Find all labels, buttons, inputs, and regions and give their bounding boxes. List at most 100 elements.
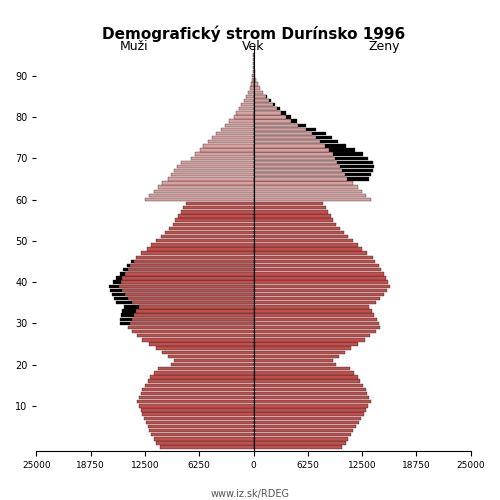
Bar [254,346,351,350]
Bar [160,235,254,238]
Bar [254,239,352,242]
Bar [254,248,362,250]
Bar [174,169,254,172]
Bar [254,186,358,189]
Bar [254,194,366,197]
Bar [110,288,254,292]
Bar [254,94,267,98]
Bar [254,408,366,412]
Bar [254,318,377,321]
Bar [220,128,254,131]
Bar [254,152,332,156]
Bar [162,182,254,184]
Bar [186,202,254,205]
Bar [254,301,376,304]
Bar [151,433,254,436]
Bar [160,446,254,449]
Bar [254,420,358,424]
Bar [173,222,254,226]
Bar [254,288,388,292]
Bar [125,293,254,296]
Bar [254,116,291,118]
Bar [254,177,348,180]
Bar [254,354,338,358]
Bar [254,272,384,276]
Bar [156,346,254,350]
Bar [142,388,254,391]
Bar [254,388,366,391]
Bar [254,342,358,345]
Bar [191,156,254,160]
Text: Muži: Muži [120,40,148,53]
Bar [142,338,254,342]
Bar [254,264,378,268]
Bar [176,218,254,222]
Bar [156,442,254,444]
Bar [254,90,262,94]
Bar [254,293,384,296]
Bar [229,120,254,123]
Bar [254,384,363,387]
Bar [144,416,254,420]
Bar [252,78,254,82]
Bar [254,252,368,255]
Bar [134,260,254,263]
Bar [146,420,254,424]
Bar [254,226,340,230]
Bar [146,248,254,250]
Bar [254,330,376,334]
Bar [234,116,254,118]
Bar [136,256,254,259]
Bar [130,322,254,325]
Bar [254,396,369,400]
Bar [140,392,254,395]
Bar [128,297,254,300]
Bar [196,152,254,156]
Bar [137,334,254,338]
Bar [254,82,258,86]
Bar [254,140,320,143]
Bar [120,314,254,317]
Bar [254,160,374,164]
Bar [171,363,254,366]
Bar [254,412,364,416]
Bar [148,425,254,428]
Bar [254,165,374,168]
Bar [120,318,254,321]
Bar [254,256,372,259]
Bar [254,132,326,135]
Bar [254,116,286,118]
Bar [254,86,260,90]
Bar [254,442,346,444]
Bar [254,156,368,160]
Bar [254,433,351,436]
Bar [254,210,328,214]
Bar [148,380,254,383]
Bar [178,214,254,218]
Bar [254,326,380,329]
Bar [254,363,336,366]
Bar [254,165,340,168]
Bar [180,160,254,164]
Title: Demografický strom Durínsko 1996: Demografický strom Durínsko 1996 [102,25,405,42]
Bar [156,239,254,242]
Bar [171,173,254,176]
Bar [128,326,254,329]
Bar [139,305,254,308]
Bar [254,124,306,127]
Bar [168,354,254,358]
Bar [136,310,254,312]
Bar [174,359,254,362]
Bar [154,190,254,193]
Bar [254,190,362,193]
Bar [254,74,256,78]
Bar [128,268,254,272]
Bar [139,396,254,400]
Bar [225,124,254,127]
Bar [158,186,254,189]
Bar [254,235,348,238]
Bar [254,206,326,210]
Bar [246,94,254,98]
Bar [254,359,334,362]
Bar [239,107,254,110]
